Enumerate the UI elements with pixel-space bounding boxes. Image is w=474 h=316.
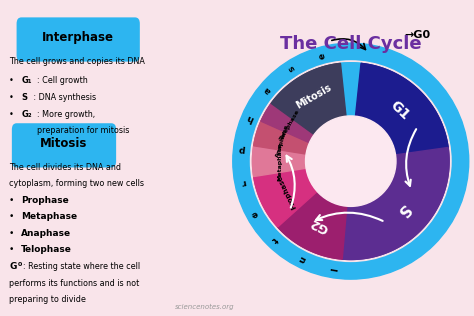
Text: n: n — [295, 254, 306, 264]
Text: S: S — [21, 93, 27, 102]
Text: : Cell growth: : Cell growth — [36, 76, 88, 85]
Text: Anaphase: Anaphase — [275, 124, 290, 158]
Text: G₂: G₂ — [21, 110, 32, 119]
Circle shape — [250, 61, 451, 261]
Text: preparing to divide: preparing to divide — [9, 295, 86, 304]
Text: G₁: G₁ — [21, 76, 32, 85]
Text: G2: G2 — [308, 215, 330, 234]
Text: preparation for mitosis: preparation for mitosis — [36, 126, 129, 135]
Polygon shape — [254, 121, 310, 154]
Text: The cell divides its DNA and: The cell divides its DNA and — [9, 163, 121, 172]
Text: Interphase: Interphase — [42, 31, 114, 45]
Text: Mitosis: Mitosis — [294, 82, 333, 111]
Text: →G0: →G0 — [405, 30, 431, 40]
Polygon shape — [253, 146, 306, 177]
Polygon shape — [253, 146, 306, 177]
Text: Telophase: Telophase — [21, 245, 72, 254]
Polygon shape — [261, 103, 314, 143]
Polygon shape — [254, 121, 310, 154]
Polygon shape — [356, 64, 448, 155]
FancyBboxPatch shape — [17, 17, 140, 62]
Polygon shape — [278, 191, 347, 259]
Text: G: G — [9, 262, 17, 271]
Polygon shape — [278, 191, 347, 259]
Text: s: s — [287, 64, 298, 73]
Text: The Cell Cycle: The Cell Cycle — [280, 35, 421, 53]
Text: Prophase: Prophase — [21, 196, 69, 205]
Text: : Resting state where the cell: : Resting state where the cell — [23, 262, 140, 271]
Circle shape — [306, 116, 396, 206]
Text: Telophase: Telophase — [279, 109, 301, 142]
Polygon shape — [271, 64, 346, 135]
Text: t: t — [269, 235, 279, 244]
Text: Prophase: Prophase — [276, 173, 298, 210]
Circle shape — [233, 43, 469, 279]
Text: •: • — [9, 196, 18, 205]
Text: Anaphase: Anaphase — [21, 229, 72, 238]
Text: I: I — [327, 267, 337, 271]
Text: •: • — [9, 93, 17, 102]
Polygon shape — [340, 63, 361, 116]
Text: Mitosis: Mitosis — [40, 137, 88, 150]
Polygon shape — [254, 168, 317, 227]
Text: •: • — [9, 110, 17, 119]
Text: cytoplasm, forming two new cells: cytoplasm, forming two new cells — [9, 179, 145, 188]
Text: a: a — [262, 84, 273, 95]
Text: : More growth,: : More growth, — [36, 110, 95, 119]
Text: p: p — [238, 145, 246, 154]
Text: performs its functions and is not: performs its functions and is not — [9, 279, 140, 288]
Text: e: e — [317, 51, 328, 59]
Polygon shape — [342, 148, 449, 259]
Polygon shape — [261, 103, 314, 143]
Text: sciencenotes.org: sciencenotes.org — [175, 304, 235, 310]
Text: 0: 0 — [18, 262, 22, 267]
Text: •: • — [9, 229, 18, 238]
FancyBboxPatch shape — [12, 123, 116, 167]
Text: h: h — [246, 112, 255, 123]
Polygon shape — [271, 64, 346, 135]
Text: •: • — [9, 245, 18, 254]
Text: : DNA synthesis: : DNA synthesis — [31, 93, 96, 102]
Polygon shape — [340, 63, 361, 116]
Text: Metaphase: Metaphase — [277, 142, 283, 180]
Polygon shape — [356, 64, 448, 155]
Text: r: r — [240, 178, 246, 187]
Text: •: • — [9, 212, 18, 221]
Text: S: S — [393, 201, 411, 219]
Polygon shape — [254, 168, 317, 227]
Text: G1: G1 — [387, 98, 412, 123]
Polygon shape — [342, 148, 449, 259]
Text: e: e — [249, 208, 259, 219]
Text: •: • — [9, 76, 17, 85]
Text: The cell grows and copies its DNA: The cell grows and copies its DNA — [9, 57, 146, 66]
Text: Metaphase: Metaphase — [21, 212, 77, 221]
